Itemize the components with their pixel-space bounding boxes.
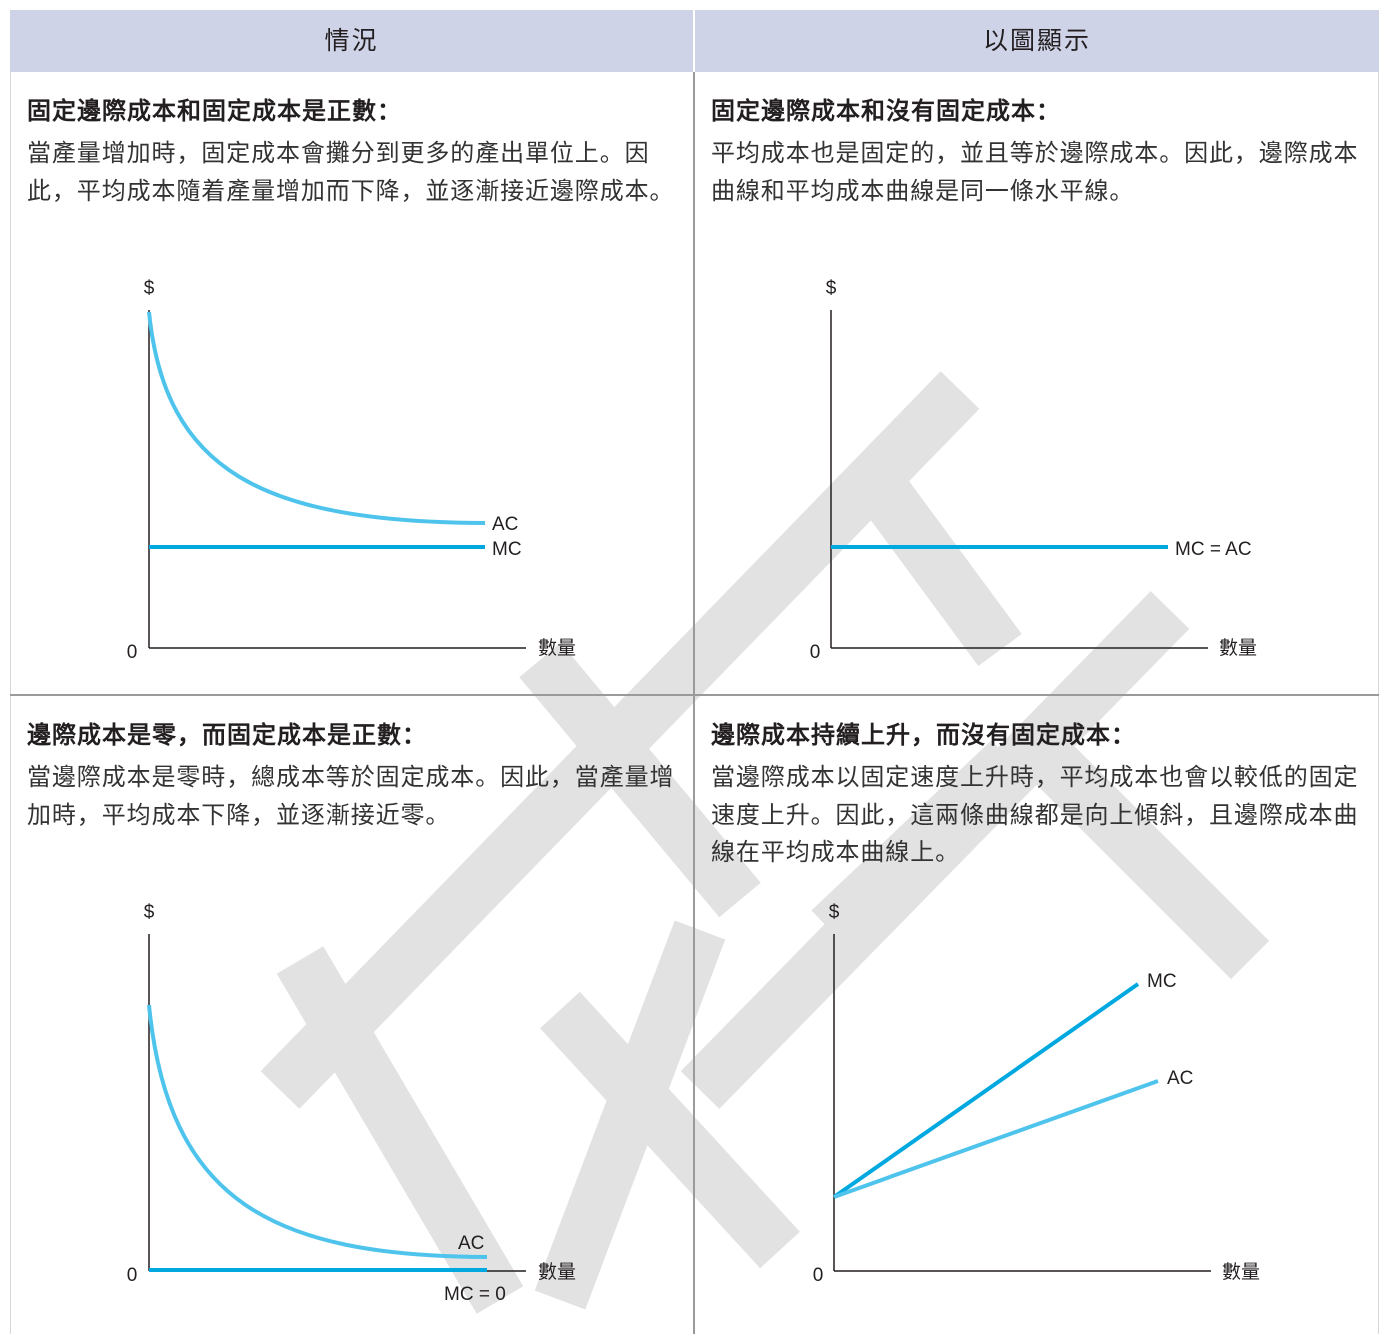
series-label-mc-ac: MC = AC: [1175, 539, 1252, 560]
ac-line: [833, 1079, 1159, 1199]
y-axis-label: $: [829, 902, 840, 923]
series-label-mc: MC: [492, 539, 522, 560]
cell-rising-mc-no-fc: 邊際成本持續上升，而沒有固定成本： 當邊際成本以固定速度上升時，平均成本也會以較…: [711, 717, 1361, 872]
column-divider: [693, 10, 695, 1334]
cell-description: 當邊際成本是零時，總成本等於固定成本。因此，當產量增加時，平均成本下降，並逐漸接…: [27, 763, 675, 829]
series-label-ac: AC: [1167, 1068, 1193, 1089]
series-label-mc: MC: [1147, 971, 1177, 992]
cell-description: 平均成本也是固定的，並且等於邊際成本。因此，邊際成本曲線和平均成本曲線是同一條水…: [711, 139, 1359, 205]
chart-3: $ 0 數量 AC MC = 0: [127, 902, 576, 1305]
chart-2: $ 0 數量 MC = AC: [810, 278, 1257, 663]
cell-constant-mc-positive-fc: 固定邊際成本和固定成本是正數： 當產量增加時，固定成本會攤分到更多的產出單位上。…: [27, 93, 677, 210]
x-axis-label: 數量: [538, 1261, 576, 1283]
header-situation: 情況: [324, 26, 379, 55]
origin-label: 0: [127, 1265, 138, 1286]
cell-title: 邊際成本持續上升，而沒有固定成本：: [711, 721, 1136, 749]
header-graph: 以圖顯示: [982, 26, 1091, 55]
series-label-mc-zero: MC = 0: [444, 1284, 506, 1305]
x-axis-label: 數量: [1222, 1261, 1260, 1283]
cell-title: 固定邊際成本和沒有固定成本：: [711, 97, 1061, 125]
header-divider: [693, 10, 695, 72]
y-axis-label: $: [826, 278, 837, 299]
cell-description: 當產量增加時，固定成本會攤分到更多的產出單位上。因此，平均成本隨着產量增加而下降…: [27, 139, 675, 205]
origin-label: 0: [813, 1265, 824, 1286]
left-border: [10, 10, 11, 1334]
x-axis-label: 數量: [538, 637, 576, 659]
series-label-ac: AC: [458, 1233, 484, 1254]
cell-zero-mc-positive-fc: 邊際成本是零，而固定成本是正數： 當邊際成本是零時，總成本等於固定成本。因此，當…: [27, 717, 677, 834]
origin-label: 0: [810, 642, 821, 663]
cell-constant-mc-no-fc: 固定邊際成本和沒有固定成本： 平均成本也是固定的，並且等於邊際成本。因此，邊際成…: [711, 93, 1361, 210]
ac-curve: [147, 311, 486, 525]
cell-title: 固定邊際成本和固定成本是正數：: [27, 97, 402, 125]
row-divider: [10, 694, 1379, 696]
right-border: [1378, 10, 1379, 1334]
chart-1: $ 0 數量 AC MC: [127, 278, 576, 663]
cell-description: 當邊際成本以固定速度上升時，平均成本也會以較低的固定速度上升。因此，這兩條曲線都…: [711, 763, 1359, 866]
origin-label: 0: [127, 642, 138, 663]
mc-line: [832, 982, 1140, 1199]
y-axis-label: $: [144, 278, 155, 299]
cell-title: 邊際成本是零，而固定成本是正數：: [27, 721, 427, 749]
y-axis-label: $: [144, 902, 155, 923]
ac-curve: [147, 1004, 488, 1259]
series-label-ac: AC: [492, 514, 518, 535]
x-axis-label: 數量: [1219, 637, 1257, 659]
